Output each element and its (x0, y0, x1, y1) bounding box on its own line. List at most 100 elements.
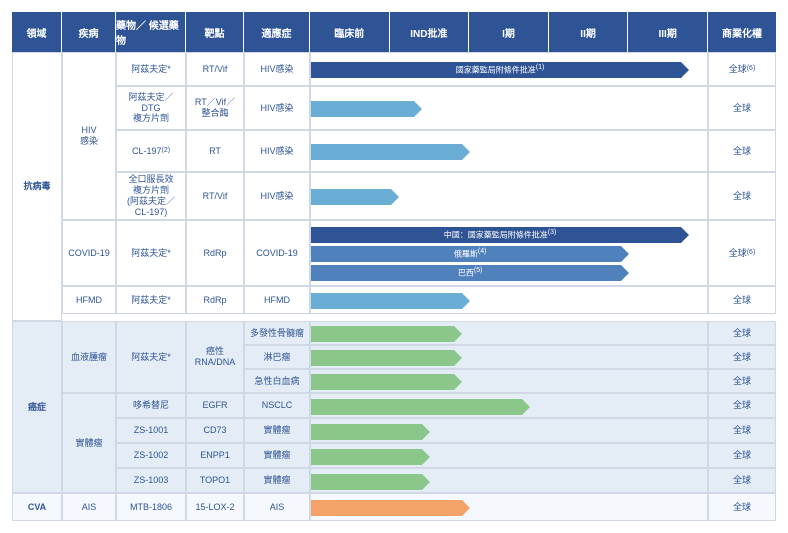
phase-cell (310, 172, 708, 220)
pipeline-chart: 領域 疾病 藥物／ 候選藥物 靶點 適應症 臨床前 IND批准 I期 II期 I… (12, 12, 776, 521)
indication-cell: HIV感染 (244, 86, 310, 130)
row-group: ZS-1003TOPO1實體瘤 全球 (116, 468, 776, 493)
drug-cell: 阿茲夫定* (116, 220, 186, 286)
phase-cell (310, 286, 708, 314)
hdr-disease: 疾病 (62, 12, 116, 52)
hdr-p3: III期 (628, 12, 708, 52)
pipeline-row: HFMD全球 (244, 286, 776, 314)
target-cell: TOPO1 (186, 468, 244, 493)
row-group: 全口服長效複方片劑(阿茲夫定／CL-197)RT/VifHIV感染全球 (116, 172, 776, 220)
phase-cell (310, 418, 708, 443)
commercial-cell: 全球 (708, 369, 776, 393)
phase-bar (311, 374, 462, 390)
indication-cell: NSCLC (244, 393, 310, 418)
indication-cell: COVID-19 (244, 220, 310, 286)
phase-cell: 國家藥監局附條件批准(1) (310, 52, 708, 86)
indication-cell: 實體瘤 (244, 468, 310, 493)
phase-bar (311, 189, 399, 205)
phase-bar (311, 101, 422, 117)
phase-cell (310, 369, 708, 393)
phase-bar (311, 474, 430, 490)
commercial-cell: 全球 (708, 130, 776, 172)
row-group: 阿茲夫定*RT/VifHIV感染國家藥監局附條件批准(1)全球(6) (116, 52, 776, 86)
commercial-cell: 全球 (708, 345, 776, 369)
phase-cell (310, 321, 708, 345)
phase-bar (311, 424, 430, 440)
indication-cell: 急性白血病 (244, 369, 310, 393)
phase-cell (310, 86, 708, 130)
disease-cell: COVID-19 (62, 220, 116, 286)
drug-cell: 阿茲夫定* (116, 286, 186, 314)
disease-block: 實體瘤哆希替尼EGFRNSCLC全球ZS-1001CD73實體瘤全球ZS-100… (62, 393, 776, 493)
phase-bar: 巴西(5) (311, 265, 629, 281)
commercial-cell: 全球 (708, 493, 776, 521)
area-block: CVAAISMTB-180615-LOX-2AIS全球 (12, 493, 776, 521)
target-cell: RT／Vif／整合酶 (186, 86, 244, 130)
commercial-cell: 全球(6) (708, 220, 776, 286)
pipeline-row: 實體瘤 全球 (244, 468, 776, 493)
target-cell: 癌性RNA/DNA (186, 321, 244, 393)
row-group: ZS-1001CD73實體瘤全球 (116, 418, 776, 443)
row-group: 阿茲夫定／DTG複方片劑RT／Vif／整合酶HIV感染全球 (116, 86, 776, 130)
pipeline-row: 多發性骨髓瘤 全球 (244, 321, 776, 345)
row-group: 阿茲夫定*RdRpHFMD全球 (116, 286, 776, 314)
commercial-cell: 全球(6) (708, 52, 776, 86)
disease-block: COVID-19阿茲夫定*RdRpCOVID-19中國：國家藥監局附條件批准(3… (62, 220, 776, 286)
commercial-cell: 全球 (708, 393, 776, 418)
drug-cell: 阿茲夫定* (116, 52, 186, 86)
phase-cell (310, 393, 708, 418)
commercial-cell: 全球 (708, 172, 776, 220)
pipeline-row: NSCLC 全球 (244, 393, 776, 418)
pipeline-row: HIV感染 全球 (244, 130, 776, 172)
hdr-indication: 適應症 (244, 12, 310, 52)
pipeline-row: AIS 全球 (244, 493, 776, 521)
commercial-cell: 全球 (708, 443, 776, 468)
area-block: 癌症血液腫瘤阿茲夫定*癌性RNA/DNA多發性骨髓瘤全球淋巴瘤全球急性白血病全球… (12, 321, 776, 493)
disease-cell: HFMD (62, 286, 116, 314)
phase-bar (311, 350, 462, 366)
hdr-target: 靶點 (186, 12, 244, 52)
drug-cell: ZS-1001 (116, 418, 186, 443)
indication-cell: AIS (244, 493, 310, 521)
indication-cell: 多發性骨髓瘤 (244, 321, 310, 345)
drug-cell: ZS-1003 (116, 468, 186, 493)
disease-cell: 實體瘤 (62, 393, 116, 493)
indication-cell: 實體瘤 (244, 443, 310, 468)
commercial-cell: 全球 (708, 86, 776, 130)
phase-cell (310, 468, 708, 493)
phase-cell (310, 130, 708, 172)
disease-block: 血液腫瘤阿茲夫定*癌性RNA/DNA多發性骨髓瘤全球淋巴瘤全球急性白血病全球 (62, 321, 776, 393)
drug-cell: MTB-1806 (116, 493, 186, 521)
hdr-drug: 藥物／ 候選藥物 (116, 12, 186, 52)
disease-block: HFMD阿茲夫定*RdRpHFMD全球 (62, 286, 776, 314)
pipeline-row: 實體瘤全球 (244, 418, 776, 443)
header-row: 領域 疾病 藥物／ 候選藥物 靶點 適應症 臨床前 IND批准 I期 II期 I… (12, 12, 776, 52)
target-cell: EGFR (186, 393, 244, 418)
phase-cell: 中國：國家藥監局附條件批准(3)俄羅斯(4)巴西(5) (310, 220, 708, 286)
drug-cell: CL-197(2) (116, 130, 186, 172)
phase-bar (311, 144, 470, 160)
hdr-p1: I期 (469, 12, 549, 52)
target-cell: RT/Vif (186, 172, 244, 220)
target-cell: RdRp (186, 220, 244, 286)
pipeline-body: 抗病毒HIV感染阿茲夫定*RT/VifHIV感染國家藥監局附條件批准(1)全球(… (12, 52, 776, 521)
row-group: 阿茲夫定*癌性RNA/DNA多發性骨髓瘤全球淋巴瘤全球急性白血病全球 (116, 321, 776, 393)
pipeline-row: 急性白血病 全球 (244, 369, 776, 393)
indication-cell: 實體瘤 (244, 418, 310, 443)
disease-cell: HIV感染 (62, 52, 116, 220)
disease-cell: AIS (62, 493, 116, 521)
commercial-cell: 全球 (708, 321, 776, 345)
pipeline-row: HIV感染 全球 (244, 86, 776, 130)
area-cell: 癌症 (12, 321, 62, 493)
hdr-preclinical: 臨床前 (310, 12, 390, 52)
drug-cell: 全口服長效複方片劑(阿茲夫定／CL-197) (116, 172, 186, 220)
hdr-ind: IND批准 (390, 12, 470, 52)
pipeline-row: HIV感染國家藥監局附條件批准(1)全球(6) (244, 52, 776, 86)
commercial-cell: 全球 (708, 468, 776, 493)
drug-cell: ZS-1002 (116, 443, 186, 468)
phase-bar (311, 500, 470, 516)
indication-cell: HIV感染 (244, 130, 310, 172)
phase-bar (311, 399, 530, 415)
commercial-cell: 全球 (708, 286, 776, 314)
disease-block: HIV感染阿茲夫定*RT/VifHIV感染國家藥監局附條件批准(1)全球(6)阿… (62, 52, 776, 220)
